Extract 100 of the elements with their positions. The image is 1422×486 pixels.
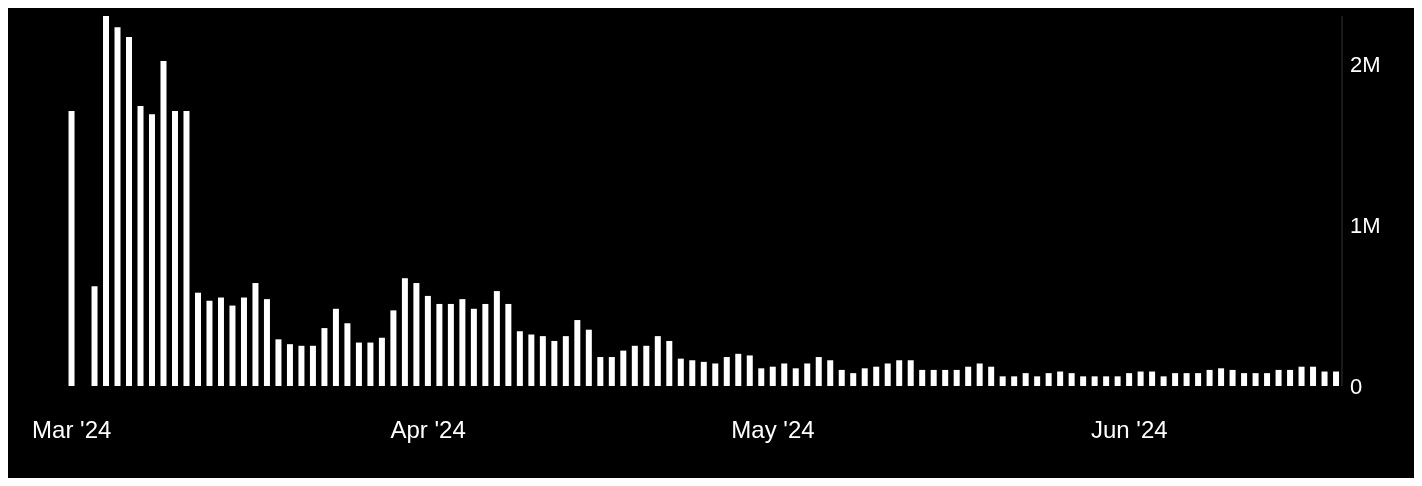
bar bbox=[838, 369, 845, 386]
bar bbox=[815, 357, 822, 386]
bar bbox=[332, 308, 339, 386]
bar bbox=[1206, 369, 1213, 386]
x-tick-label: Apr '24 bbox=[390, 416, 466, 443]
bar bbox=[1149, 371, 1156, 386]
bar bbox=[149, 114, 155, 386]
bar bbox=[413, 283, 420, 386]
x-tick-label: Mar '24 bbox=[32, 416, 112, 443]
bar bbox=[746, 355, 753, 386]
bar bbox=[206, 300, 213, 386]
bar bbox=[896, 360, 903, 386]
bar bbox=[804, 363, 811, 386]
bar bbox=[861, 368, 868, 386]
bar bbox=[907, 360, 914, 386]
bar bbox=[321, 328, 328, 386]
bar bbox=[999, 376, 1006, 386]
bar bbox=[1011, 376, 1018, 386]
bar bbox=[700, 361, 707, 386]
bar bbox=[424, 295, 431, 386]
bar bbox=[217, 297, 224, 386]
bar bbox=[976, 363, 983, 386]
bar bbox=[850, 373, 857, 386]
x-tick-label: Jun '24 bbox=[1091, 416, 1168, 443]
bar bbox=[827, 360, 834, 386]
bar bbox=[447, 303, 454, 386]
y-tick-label: 2M bbox=[1350, 52, 1381, 78]
bar bbox=[1126, 373, 1133, 386]
bar bbox=[666, 340, 673, 386]
bar bbox=[723, 357, 730, 386]
bar bbox=[459, 299, 466, 386]
bar bbox=[91, 286, 98, 386]
bar bbox=[988, 366, 995, 386]
bar bbox=[1218, 368, 1225, 386]
bar bbox=[1321, 371, 1328, 386]
bar bbox=[735, 353, 742, 386]
bar bbox=[919, 369, 926, 386]
bar bbox=[1275, 369, 1282, 386]
bar bbox=[781, 363, 788, 386]
bar bbox=[401, 278, 408, 386]
bar bbox=[1195, 373, 1202, 386]
bar bbox=[114, 27, 121, 386]
bar bbox=[516, 331, 523, 386]
bar bbox=[574, 320, 581, 386]
bar bbox=[1160, 376, 1167, 386]
y-tick-label: 1M bbox=[1350, 212, 1381, 238]
bar bbox=[654, 336, 661, 386]
bar bbox=[240, 297, 247, 386]
bar bbox=[1241, 373, 1248, 386]
x-tick-label: May '24 bbox=[731, 416, 815, 443]
bar bbox=[355, 342, 362, 386]
bar bbox=[137, 106, 144, 386]
bar bbox=[562, 336, 569, 386]
bar bbox=[689, 360, 696, 386]
bar bbox=[1287, 369, 1294, 386]
bar bbox=[769, 366, 776, 386]
bar bbox=[378, 337, 385, 386]
bar bbox=[953, 369, 960, 386]
bar bbox=[68, 110, 75, 386]
bar bbox=[183, 110, 190, 386]
bar bbox=[252, 283, 259, 386]
bar bbox=[298, 345, 305, 386]
bar bbox=[551, 340, 558, 386]
bar bbox=[1183, 373, 1190, 386]
bar bbox=[792, 368, 799, 386]
bar bbox=[942, 369, 949, 386]
bar bbox=[930, 369, 937, 386]
bar bbox=[367, 342, 374, 386]
bar bbox=[275, 339, 282, 386]
bar bbox=[160, 61, 167, 386]
bar bbox=[631, 345, 638, 386]
bar bbox=[1252, 373, 1259, 386]
bar bbox=[1068, 373, 1075, 386]
bar bbox=[585, 329, 592, 386]
bar bbox=[608, 357, 615, 386]
bar bbox=[1310, 366, 1317, 386]
bar bbox=[390, 310, 397, 386]
bar bbox=[873, 366, 880, 386]
bar bbox=[482, 303, 489, 386]
bar bbox=[539, 336, 546, 386]
bar bbox=[758, 368, 765, 386]
bar bbox=[493, 291, 500, 386]
bar bbox=[528, 334, 535, 386]
bar bbox=[712, 363, 719, 386]
y-tick-label: 0 bbox=[1350, 373, 1363, 399]
bar bbox=[1298, 366, 1305, 386]
bar bbox=[103, 16, 110, 386]
bar bbox=[1137, 371, 1144, 386]
bar bbox=[126, 36, 133, 386]
bar bbox=[1114, 376, 1121, 386]
bar bbox=[505, 303, 512, 386]
bar bbox=[470, 308, 477, 386]
bar bbox=[1333, 371, 1340, 386]
bar bbox=[263, 299, 270, 386]
bar bbox=[1103, 376, 1110, 386]
bar bbox=[344, 323, 351, 386]
bar bbox=[1080, 376, 1087, 386]
bar bbox=[194, 292, 201, 386]
bar bbox=[171, 110, 178, 386]
bar bbox=[309, 345, 316, 386]
